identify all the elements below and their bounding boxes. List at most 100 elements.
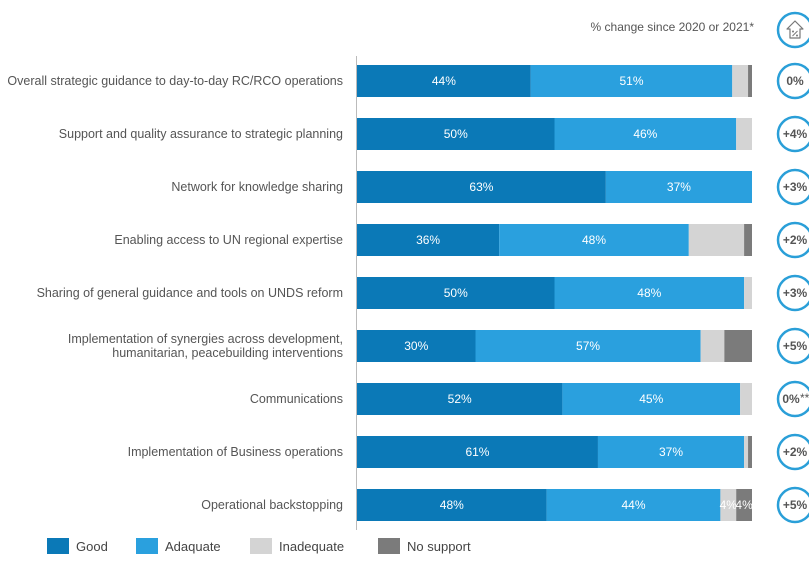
- bar-segment-adaquate: [530, 65, 733, 97]
- data-label: 61%: [465, 445, 489, 459]
- legend: Good Adaquate Inadequate No support: [47, 538, 471, 554]
- data-label: 50%: [444, 286, 468, 300]
- bar-segment-no-support: [724, 330, 752, 362]
- header-icon-percent-dot: [792, 30, 794, 33]
- bar-segment-no-support: [748, 65, 752, 97]
- change-value: +2%: [783, 445, 808, 459]
- bar-segment-inadequate: [740, 383, 752, 415]
- chart-header: % change since 2020 or 2021*: [591, 11, 809, 49]
- legend-swatch-adaquate: [136, 538, 158, 554]
- bar-segment-good: [357, 489, 547, 521]
- change-circle: [776, 274, 809, 312]
- category-label: Implementation of synergies across devel…: [68, 332, 343, 346]
- bar-segment-good: [357, 224, 500, 256]
- legend-swatch-good: [47, 538, 69, 554]
- header-icon-house: [786, 20, 804, 39]
- change-indicators: 0%+4%+3%+2%+3%+5%0% **+2%+5%: [776, 62, 809, 524]
- change-header-label: % change since 2020 or 2021*: [591, 20, 755, 34]
- data-label: 30%: [404, 339, 428, 353]
- bar-segment-good: [357, 65, 531, 97]
- category-label: Implementation of Business operations: [128, 445, 343, 459]
- category-label: Overall strategic guidance to day-to-day…: [7, 74, 343, 88]
- bar-segment-good: [357, 277, 555, 309]
- change-circle: [776, 115, 809, 153]
- bar-segment-inadequate: [744, 436, 749, 468]
- bar-segment-good: [357, 436, 598, 468]
- change-value: 0%: [782, 392, 800, 406]
- data-label: 4%: [720, 498, 738, 512]
- category-label: Operational backstopping: [201, 498, 343, 512]
- legend-swatch-no-support: [378, 538, 400, 554]
- data-label: 51%: [620, 74, 644, 88]
- bar-segment-adaquate: [499, 224, 689, 256]
- change-circle: [776, 221, 809, 259]
- bars: 44% 51% 50% 46% 63% 37% 36% 48% 50% 48% 30% 57% 52% 4…: [357, 65, 753, 521]
- change-circle: [776, 380, 809, 418]
- bar-segment-inadequate: [688, 224, 745, 256]
- data-label: 52%: [448, 392, 472, 406]
- data-label: 50%: [444, 127, 468, 141]
- change-value: +3%: [783, 180, 808, 194]
- legend-label: No support: [407, 539, 471, 554]
- bar-segment-no-support: [748, 436, 752, 468]
- bar-segment-adaquate: [562, 383, 741, 415]
- change-value: +2%: [783, 233, 808, 247]
- bar-segment-adaquate: [597, 436, 745, 468]
- legend-swatch-inadequate: [250, 538, 272, 554]
- bar-segment-inadequate: [744, 277, 752, 309]
- header-icon-percent-dot: [796, 34, 798, 37]
- category-label: humanitarian, peacebuilding intervention…: [112, 346, 343, 360]
- data-label: 45%: [639, 392, 663, 406]
- data-label: 48%: [440, 498, 464, 512]
- bar-segment-no-support: [736, 489, 752, 521]
- bar-segment-adaquate: [546, 489, 721, 521]
- category-label: Network for knowledge sharing: [171, 180, 343, 194]
- header-icon-percent-slash: [792, 30, 798, 37]
- category-label: Sharing of general guidance and tools on…: [37, 286, 343, 300]
- data-label: 48%: [582, 233, 606, 247]
- change-footnote-marker: **: [800, 391, 809, 405]
- data-label: 63%: [469, 180, 493, 194]
- data-label: 44%: [621, 498, 645, 512]
- category-label: Communications: [250, 392, 343, 406]
- category-labels: Overall strategic guidance to day-to-day…: [7, 74, 343, 512]
- change-circle: [776, 168, 809, 206]
- bar-segment-adaquate: [554, 118, 737, 150]
- bar-segment-inadequate: [732, 65, 749, 97]
- data-label: 46%: [633, 127, 657, 141]
- legend-label: Good: [76, 539, 108, 554]
- change-circle: [776, 486, 809, 524]
- legend-label: Adaquate: [165, 539, 221, 554]
- bar-segment-adaquate: [554, 277, 745, 309]
- bar-segment-good: [357, 171, 606, 203]
- legend-label: Inadequate: [279, 539, 344, 554]
- change-circle: [776, 433, 809, 471]
- header-icon-circle: [776, 11, 809, 49]
- change-value: +4%: [783, 127, 808, 141]
- bar-segment-good: [357, 383, 563, 415]
- bar-segment-inadequate: [720, 489, 737, 521]
- change-value: +3%: [783, 286, 808, 300]
- data-label: 44%: [432, 74, 456, 88]
- bar-segment-good: [357, 330, 476, 362]
- data-label: 36%: [416, 233, 440, 247]
- category-label: Support and quality assurance to strateg…: [59, 127, 343, 141]
- data-label: 37%: [667, 180, 691, 194]
- change-value: 0%: [786, 74, 804, 88]
- bar-segment-inadequate: [736, 118, 752, 150]
- change-circle: [776, 62, 809, 100]
- bar-segment-no-support: [744, 224, 752, 256]
- bar-segment-adaquate: [605, 171, 752, 203]
- bar-segment-inadequate: [700, 330, 725, 362]
- bar-segment-good: [357, 118, 555, 150]
- data-label: 48%: [637, 286, 661, 300]
- category-label: Enabling access to UN regional expertise: [114, 233, 343, 247]
- house-percent-icon: [776, 11, 809, 49]
- data-label: 57%: [576, 339, 600, 353]
- change-value: +5%: [783, 498, 808, 512]
- change-value: +5%: [783, 339, 808, 353]
- data-label: 37%: [659, 445, 683, 459]
- bar-segment-adaquate: [475, 330, 701, 362]
- data-label: 4%: [735, 498, 753, 512]
